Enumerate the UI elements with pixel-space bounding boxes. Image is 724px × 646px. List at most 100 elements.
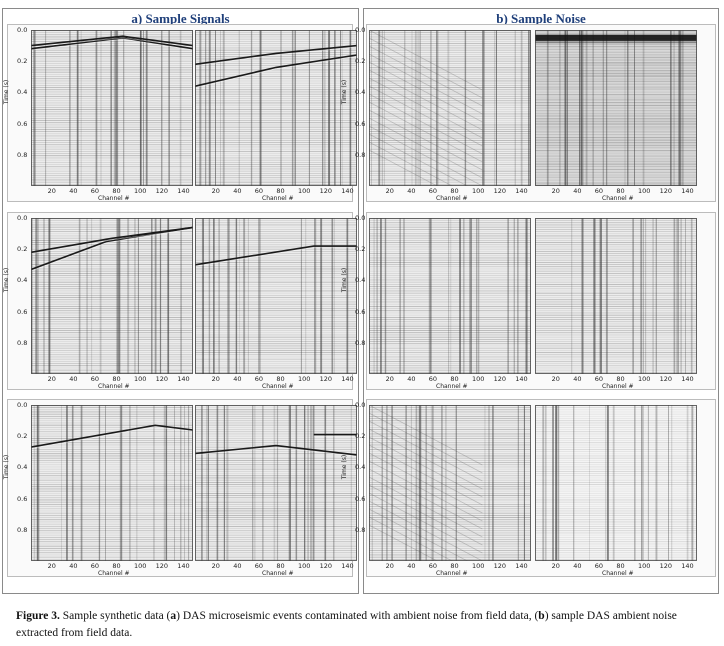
x-axis-label: Channel #: [98, 195, 130, 202]
seismic-panel: [31, 218, 193, 374]
x-tick-label: 100: [472, 375, 485, 383]
seismic-panel: [31, 405, 193, 561]
x-tick-label: 120: [155, 187, 169, 195]
x-tick-label: 40: [233, 187, 242, 195]
microseismic-event: [31, 35, 193, 47]
x-tick-label: 100: [134, 187, 147, 195]
x-tick-label: 20: [47, 187, 56, 195]
x-tick-label: 140: [341, 562, 354, 570]
seismic-panel: [535, 30, 697, 186]
seismic-panel: [535, 218, 697, 374]
x-tick-label: 80: [616, 562, 625, 570]
x-tick-label: 140: [177, 375, 190, 383]
panel-background: [369, 218, 531, 374]
y-tick-label: 0.0: [17, 401, 28, 409]
x-tick-label: 120: [319, 187, 333, 195]
y-tick-label: 0.8: [17, 525, 28, 534]
x-tick-label: 40: [407, 375, 416, 383]
seismic-panel: [535, 405, 697, 561]
x-tick-label: 80: [450, 187, 459, 195]
caption-text-3: ) sample DAS ambient noise extracted fro…: [16, 610, 677, 639]
y-tick-label: 0.2: [355, 432, 366, 441]
y-tick-label: 0.6: [17, 119, 28, 128]
y-tick-label: 0.4: [17, 463, 28, 472]
caption-text-2: ) DAS microseismic events contaminated w…: [176, 610, 539, 622]
x-tick-label: 20: [551, 562, 560, 570]
x-tick-label: 140: [515, 187, 528, 195]
x-tick-label: 80: [276, 375, 285, 383]
panel-background: [535, 405, 697, 561]
y-axis-label: Time (s): [341, 80, 349, 105]
microseismic-event: [31, 226, 193, 254]
y-tick-label: 0.8: [17, 338, 28, 347]
x-axis-label: Channel #: [262, 195, 294, 202]
panel-background: [195, 30, 357, 186]
x-tick-label: 60: [90, 562, 100, 570]
y-tick-label: 0.6: [355, 307, 366, 316]
microseismic-event: [195, 44, 357, 66]
x-tick-label: 40: [573, 375, 582, 383]
x-tick-label: 120: [493, 187, 507, 195]
y-tick-label: 0.2: [17, 245, 28, 254]
y-tick-label: 0.2: [17, 432, 28, 441]
x-tick-label: 80: [112, 187, 121, 195]
x-tick-label: 20: [385, 562, 394, 570]
y-axis-label: Time (s): [3, 455, 11, 480]
caption-text-1: Sample synthetic data (: [59, 610, 171, 622]
x-axis-label: Channel #: [602, 570, 634, 577]
panel-background: [369, 30, 531, 186]
x-axis-label: Channel #: [436, 570, 468, 577]
seismic-panel: [369, 218, 531, 374]
y-tick-label: 0.6: [355, 494, 366, 503]
x-tick-label: 40: [69, 562, 78, 570]
x-tick-label: 40: [69, 187, 78, 195]
x-tick-label: 120: [659, 375, 673, 383]
y-tick-label: 0.0: [355, 214, 366, 222]
x-tick-label: 20: [47, 562, 56, 570]
x-tick-label: 120: [659, 562, 673, 570]
x-tick-label: 120: [155, 375, 169, 383]
x-tick-label: 140: [515, 375, 528, 383]
microseismic-event: [31, 424, 193, 448]
y-tick-label: 0.0: [355, 26, 366, 34]
x-tick-label: 20: [385, 375, 394, 383]
x-tick-label: 80: [276, 187, 285, 195]
seismic-panel: [195, 405, 357, 561]
y-axis-label: Time (s): [341, 268, 349, 293]
panel-frame: [535, 30, 697, 186]
noise-texture: [31, 405, 193, 561]
x-tick-label: 140: [681, 562, 694, 570]
panel-frame: [369, 30, 531, 186]
noise-texture: [195, 405, 357, 561]
y-tick-label: 0.8: [355, 150, 366, 159]
x-axis-label: Channel #: [262, 383, 294, 390]
y-tick-label: 0.2: [355, 57, 366, 66]
x-tick-label: 60: [594, 562, 604, 570]
panel-background: [195, 218, 357, 374]
y-tick-label: 0.8: [355, 338, 366, 347]
x-tick-label: 80: [112, 375, 121, 383]
x-tick-label: 140: [177, 562, 190, 570]
x-tick-label: 60: [254, 375, 264, 383]
x-tick-label: 140: [341, 187, 354, 195]
x-tick-label: 100: [134, 375, 147, 383]
x-tick-label: 20: [551, 375, 560, 383]
seismic-panel: [369, 30, 531, 186]
x-tick-label: 40: [233, 375, 242, 383]
x-tick-label: 60: [254, 187, 264, 195]
x-axis-label: Channel #: [436, 383, 468, 390]
y-tick-label: 0.2: [355, 245, 366, 254]
y-tick-label: 0.0: [17, 26, 28, 34]
x-tick-label: 40: [69, 375, 78, 383]
x-tick-label: 80: [450, 562, 459, 570]
x-tick-label: 100: [638, 187, 651, 195]
x-tick-label: 100: [638, 562, 651, 570]
x-tick-label: 120: [155, 562, 169, 570]
panel-frame: [31, 218, 193, 374]
y-tick-label: 0.8: [17, 150, 28, 159]
panel-background: [535, 218, 697, 374]
panel-frame: [31, 30, 193, 186]
x-tick-label: 120: [493, 375, 507, 383]
x-tick-label: 120: [493, 562, 507, 570]
x-tick-label: 40: [573, 187, 582, 195]
